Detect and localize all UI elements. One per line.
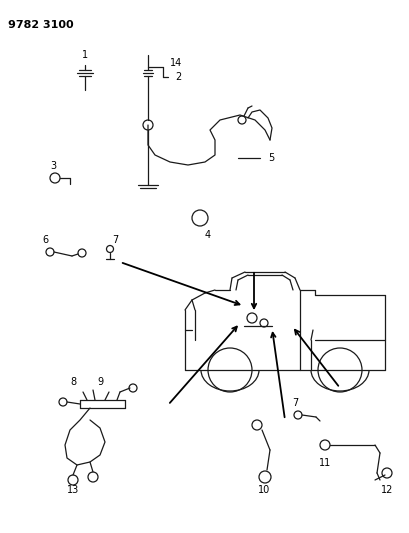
Text: 6: 6: [42, 235, 48, 245]
Text: 9782 3100: 9782 3100: [8, 20, 74, 30]
Text: 10: 10: [257, 485, 270, 495]
Text: 13: 13: [67, 485, 79, 495]
Text: 1: 1: [82, 50, 88, 60]
Text: 5: 5: [267, 153, 274, 163]
Text: 7: 7: [291, 398, 297, 408]
Text: 3: 3: [50, 161, 56, 171]
Text: 11: 11: [318, 458, 330, 468]
Text: 2: 2: [175, 72, 181, 82]
Text: 12: 12: [380, 485, 392, 495]
Text: 14: 14: [170, 58, 182, 68]
Text: 8: 8: [70, 377, 76, 387]
Text: 9: 9: [97, 377, 103, 387]
Text: 7: 7: [112, 235, 118, 245]
Text: 4: 4: [204, 230, 211, 240]
